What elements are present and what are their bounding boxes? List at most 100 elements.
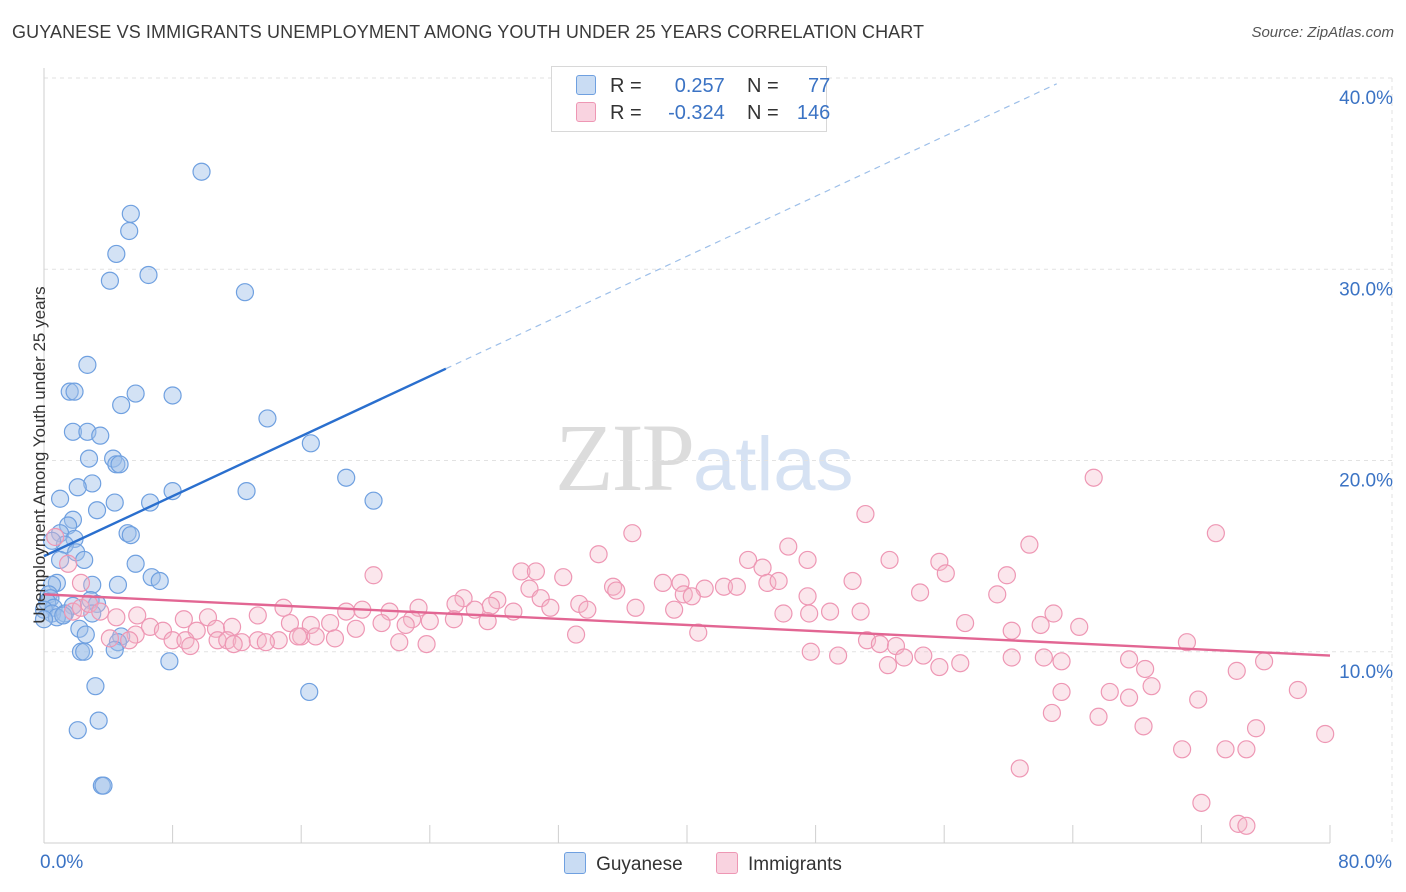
immigrants-point <box>1031 615 1050 635</box>
guyanese-point <box>192 162 211 181</box>
guyanese-point <box>65 382 84 401</box>
immigrants-point <box>153 621 173 640</box>
immigrants-point <box>870 634 890 654</box>
immigrants-point <box>1237 740 1256 759</box>
immigrants-point <box>1002 621 1021 640</box>
series-swatch-guyanese <box>564 852 587 874</box>
immigrants-point <box>589 545 608 564</box>
immigrants-point <box>1246 719 1266 738</box>
guyanese-point <box>364 491 383 510</box>
guyanese-point <box>60 382 79 401</box>
guyanese-point <box>50 489 70 508</box>
immigrants-point <box>758 573 777 593</box>
immigrants-point <box>1316 724 1335 744</box>
immigrants-point <box>107 608 126 627</box>
legend-n-value: 146 <box>796 102 831 124</box>
series-label-immigrants: Immigrants <box>747 854 842 875</box>
immigrants-point <box>665 600 684 619</box>
immigrants-point <box>829 646 848 665</box>
guyanese-point <box>126 554 145 573</box>
immigrants-point <box>91 602 110 621</box>
immigrants-point <box>930 657 949 677</box>
immigrants-point <box>531 589 550 608</box>
watermark: ZIPatlas <box>555 402 854 513</box>
immigrants-point <box>174 610 193 629</box>
guyanese-point <box>108 575 128 594</box>
guyanese-point <box>94 776 113 795</box>
guyanese-point <box>76 625 95 644</box>
immigrants-point <box>71 573 91 593</box>
guyanese-point <box>75 550 94 570</box>
guyanese-point <box>63 510 83 529</box>
immigrants-point <box>653 573 672 593</box>
guyanese-point <box>79 449 99 468</box>
immigrants-point <box>554 568 573 587</box>
immigrants-point <box>851 602 870 621</box>
immigrants-point <box>779 537 798 556</box>
immigrants-point <box>936 564 955 583</box>
legend-n-value: 77 <box>808 75 831 97</box>
immigrants-point <box>1134 717 1153 736</box>
guyanese-point <box>337 468 356 487</box>
immigrants-point <box>1189 690 1208 709</box>
immigrants-point <box>753 558 772 577</box>
series-legend-guyanese[interactable]: Guyanese <box>564 852 683 876</box>
series-label-guyanese: Guyanese <box>596 854 683 875</box>
immigrants-point <box>390 633 409 652</box>
guyanese-point <box>121 204 140 223</box>
immigrants-point <box>880 550 899 570</box>
immigrants-point <box>478 612 497 631</box>
immigrants-point <box>955 613 975 633</box>
immigrants-point <box>727 577 746 596</box>
immigrants-point <box>820 602 840 621</box>
series-legend: Guyanese Immigrants <box>0 852 1406 876</box>
immigrants-point <box>769 571 788 591</box>
immigrants-point <box>1100 682 1119 702</box>
trend-layer <box>43 83 1331 657</box>
immigrants-point <box>1142 677 1161 696</box>
axis-layer <box>43 68 1331 844</box>
guyanese-point <box>68 721 87 740</box>
immigrants-point <box>181 636 200 656</box>
immigrants-point <box>1173 740 1192 759</box>
immigrants-point <box>526 562 545 581</box>
immigrants-point <box>930 552 949 571</box>
guyanese-point <box>118 524 137 543</box>
guyanese-point <box>126 384 145 403</box>
immigrants-point <box>325 629 345 648</box>
guyanese-point <box>75 642 94 661</box>
immigrants-point <box>306 627 325 646</box>
immigrants-point <box>1034 648 1053 667</box>
immigrants-point <box>364 566 383 585</box>
immigrants-point <box>321 613 340 633</box>
guyanese-point <box>54 606 73 625</box>
immigrants-point <box>800 604 819 623</box>
immigrants-point <box>798 550 817 570</box>
immigrants-point <box>1192 793 1211 812</box>
series-legend-immigrants[interactable]: Immigrants <box>715 852 842 876</box>
immigrants-point <box>689 623 708 642</box>
stats-legend: R = 0.257 N = 77 R = -0.324 N = 146 <box>551 66 831 132</box>
legend-swatch-immigrants <box>576 102 596 122</box>
immigrants-point <box>738 550 758 570</box>
immigrants-point <box>671 573 690 593</box>
guyanese-point <box>89 711 108 730</box>
guyanese-point <box>139 265 158 285</box>
immigrants-point <box>843 571 862 591</box>
legend-n-label: N = <box>747 75 779 97</box>
legend-row-immigrants: R = -0.324 N = 146 <box>576 102 830 126</box>
y-tick-labels: 10.0% 20.0% 30.0% 40.0% <box>1339 88 1393 683</box>
immigrants-point <box>682 587 701 606</box>
immigrants-point <box>988 585 1007 604</box>
immigrants-trend-line <box>43 593 1331 657</box>
immigrants-point <box>1052 652 1071 671</box>
immigrants-point <box>120 631 139 650</box>
y-tick-label: 20.0% <box>1339 471 1393 492</box>
source-label: Source: ZipAtlas.com <box>1251 24 1394 41</box>
guyanese-point <box>237 482 256 501</box>
immigrants-point <box>417 634 436 654</box>
guyanese-point <box>121 525 140 545</box>
guyanese-point <box>91 426 110 445</box>
immigrants-point <box>1227 661 1246 680</box>
